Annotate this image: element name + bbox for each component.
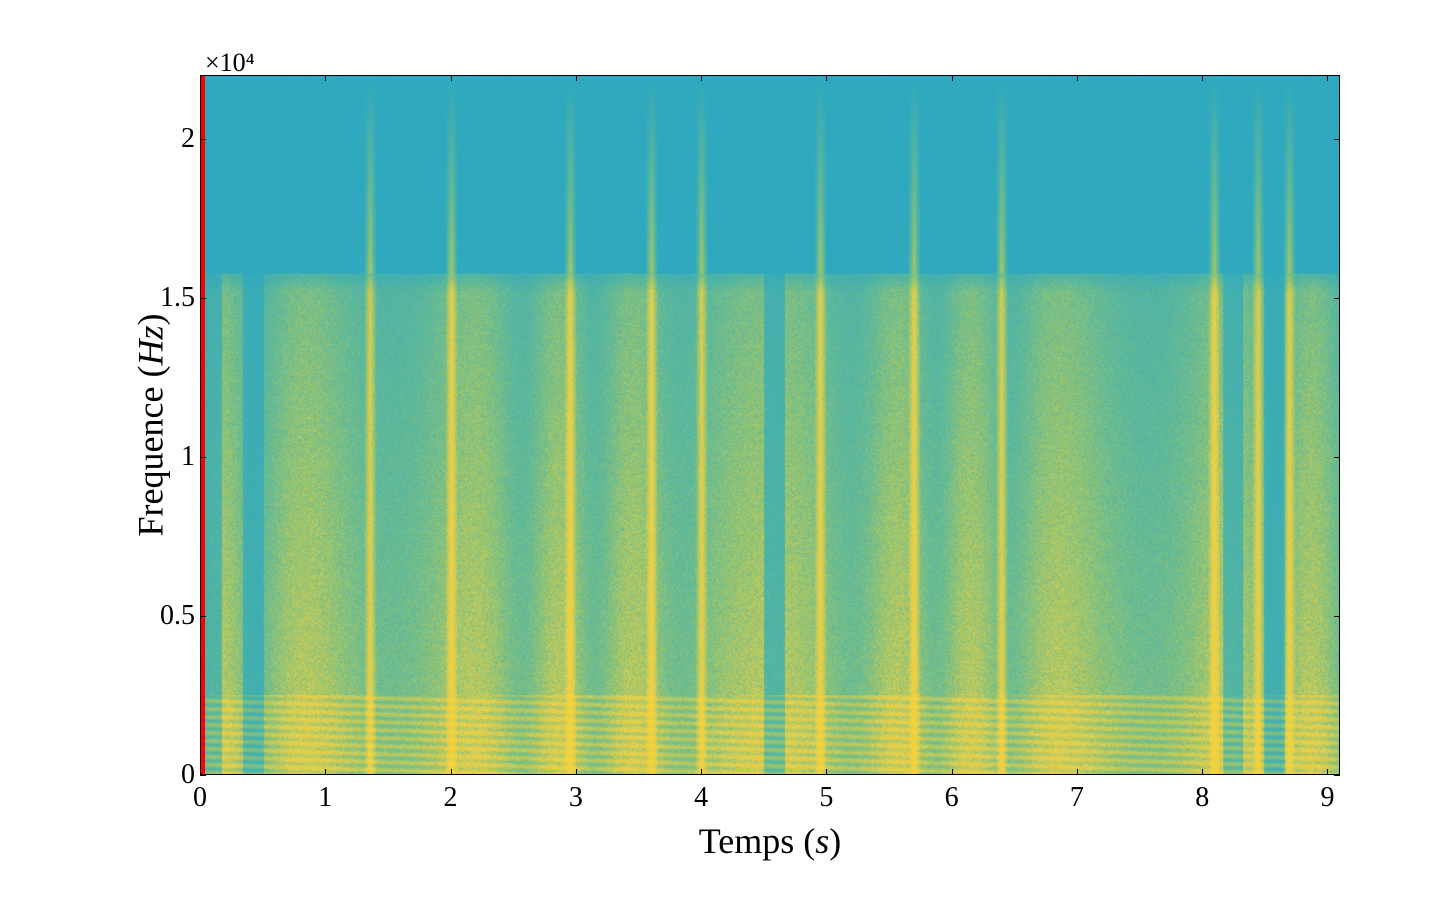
x-tick-label: 6 — [945, 782, 959, 814]
x-tick-label: 2 — [444, 782, 458, 814]
spectrogram-canvas — [201, 76, 1339, 774]
x-tick-label: 7 — [1070, 782, 1084, 814]
y-tick-label: 1 — [181, 441, 195, 473]
x-tick-label: 5 — [819, 782, 833, 814]
time-cursor-line — [201, 76, 205, 774]
y-tick-label: 2 — [181, 123, 195, 155]
plot-area — [200, 75, 1340, 775]
y-axis-label: Frequence (Hz) — [130, 75, 170, 775]
y-tick-label: 0.5 — [160, 600, 195, 632]
x-tick-label: 1 — [318, 782, 332, 814]
y-tick-label: 1.5 — [160, 282, 195, 314]
spectrogram-chart: ×10⁴ Temps (s) Frequence (Hz) 00.511.520… — [150, 30, 1390, 850]
x-axis-label: Temps (s) — [200, 820, 1340, 862]
x-tick-label: 8 — [1195, 782, 1209, 814]
x-tick-label: 9 — [1320, 782, 1334, 814]
x-tick-label: 3 — [569, 782, 583, 814]
y-axis-multiplier: ×10⁴ — [205, 48, 255, 78]
x-tick-label: 4 — [694, 782, 708, 814]
x-tick-label: 0 — [193, 782, 207, 814]
